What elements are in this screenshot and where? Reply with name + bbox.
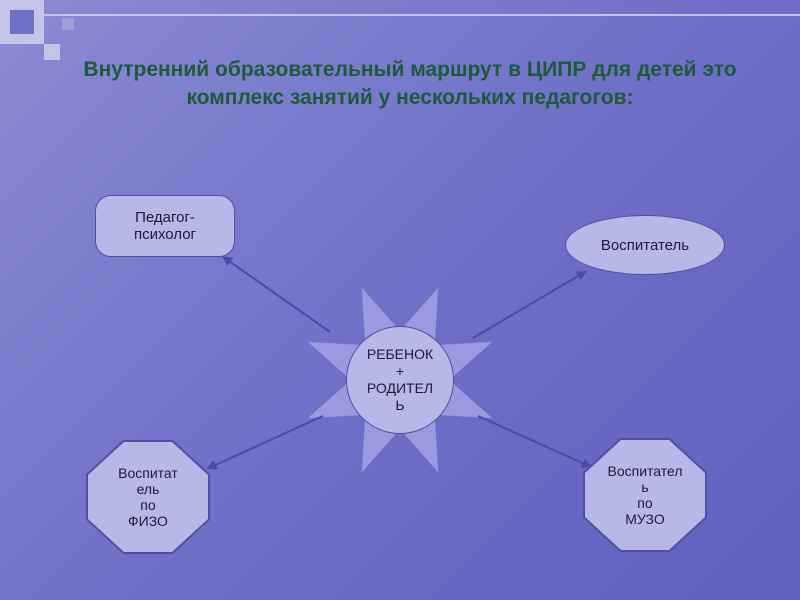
center-line1: РЕБЕНОК (367, 346, 433, 363)
top-border-line (44, 14, 800, 16)
center-line4: Ь (367, 397, 433, 414)
node-muzo: Воспитател ь по МУЗО (585, 440, 705, 550)
node-br-label: Воспитател ь по МУЗО (607, 463, 682, 527)
node-tl-label: Педагог- психолог (134, 209, 196, 243)
page-title: Внутренний образовательный маршрут в ЦИП… (80, 56, 740, 113)
center-node: РЕБЕНОК + РОДИТЕЛ Ь (346, 326, 454, 434)
node-bl-label: Воспитат ель по ФИЗО (118, 465, 178, 529)
node-vospitatel: Воспитатель (565, 215, 725, 275)
node-fizo: Воспитат ель по ФИЗО (88, 442, 208, 552)
center-line3: РОДИТЕЛ (367, 380, 433, 397)
node-tr-label: Воспитатель (601, 237, 689, 254)
center-line2: + (367, 363, 433, 380)
node-pedagog-psiholog: Педагог- психолог (95, 195, 235, 257)
